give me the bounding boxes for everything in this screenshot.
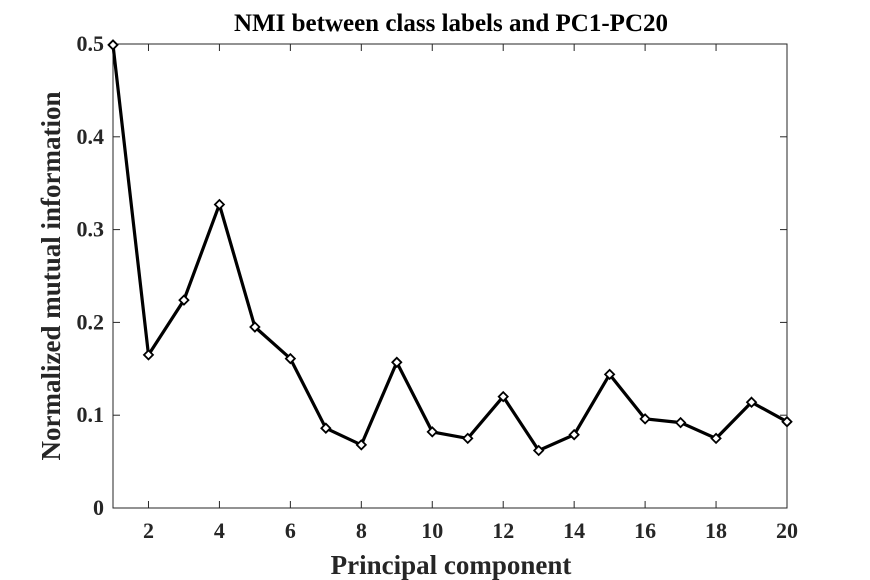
data-point-marker bbox=[426, 426, 439, 438]
chart-title: NMI between class labels and PC1-PC20 bbox=[234, 10, 668, 37]
y-axis-label: Normalized mutual information bbox=[36, 92, 66, 461]
data-point-marker bbox=[355, 439, 368, 451]
y-tick-label: 0.2 bbox=[77, 309, 105, 334]
data-point-marker bbox=[284, 352, 297, 365]
x-axis-label: Principal component bbox=[331, 550, 572, 580]
y-tick-label: 0.5 bbox=[77, 31, 105, 56]
x-tick-label: 20 bbox=[776, 518, 798, 543]
data-point-marker bbox=[320, 422, 332, 434]
data-point-marker bbox=[745, 396, 758, 408]
data-point-marker bbox=[391, 356, 403, 369]
plot-area-frame bbox=[112, 43, 788, 509]
data-point-marker bbox=[178, 294, 190, 306]
x-axis: 2 4 6 8 10 12 14 16 18 20 bbox=[143, 44, 798, 543]
y-axis: 0 0.1 0.2 0.3 0.4 0.5 bbox=[77, 31, 787, 520]
data-point-marker bbox=[639, 413, 651, 425]
data-point-marker bbox=[603, 368, 616, 381]
x-tick-label: 2 bbox=[143, 518, 154, 543]
x-tick-label: 8 bbox=[356, 518, 367, 543]
series-line bbox=[111, 44, 788, 453]
data-point-marker bbox=[142, 349, 155, 361]
y-tick-label: 0.3 bbox=[77, 217, 105, 242]
data-point-marker bbox=[249, 321, 261, 333]
x-tick-label: 10 bbox=[421, 518, 443, 543]
x-tick-label: 6 bbox=[285, 518, 296, 543]
data-point-marker bbox=[710, 432, 722, 445]
y-tick-label: 0.4 bbox=[77, 124, 105, 149]
data-point-marker bbox=[461, 432, 474, 445]
data-point-marker bbox=[107, 39, 119, 51]
data-point-marker bbox=[497, 390, 509, 403]
data-point-marker bbox=[674, 416, 687, 429]
x-tick-label: 14 bbox=[563, 518, 585, 543]
data-point-marker bbox=[781, 415, 793, 428]
x-tick-label: 16 bbox=[634, 518, 656, 543]
x-tick-label: 4 bbox=[214, 518, 225, 543]
y-tick-label: 0.1 bbox=[77, 402, 105, 427]
x-tick-label: 12 bbox=[492, 518, 514, 543]
data-point-marker bbox=[568, 428, 580, 441]
data-point-marker bbox=[213, 198, 226, 211]
series-markers bbox=[107, 39, 793, 457]
x-tick-label: 18 bbox=[705, 518, 727, 543]
data-point-marker bbox=[532, 444, 545, 457]
y-tick-label: 0 bbox=[93, 495, 104, 520]
